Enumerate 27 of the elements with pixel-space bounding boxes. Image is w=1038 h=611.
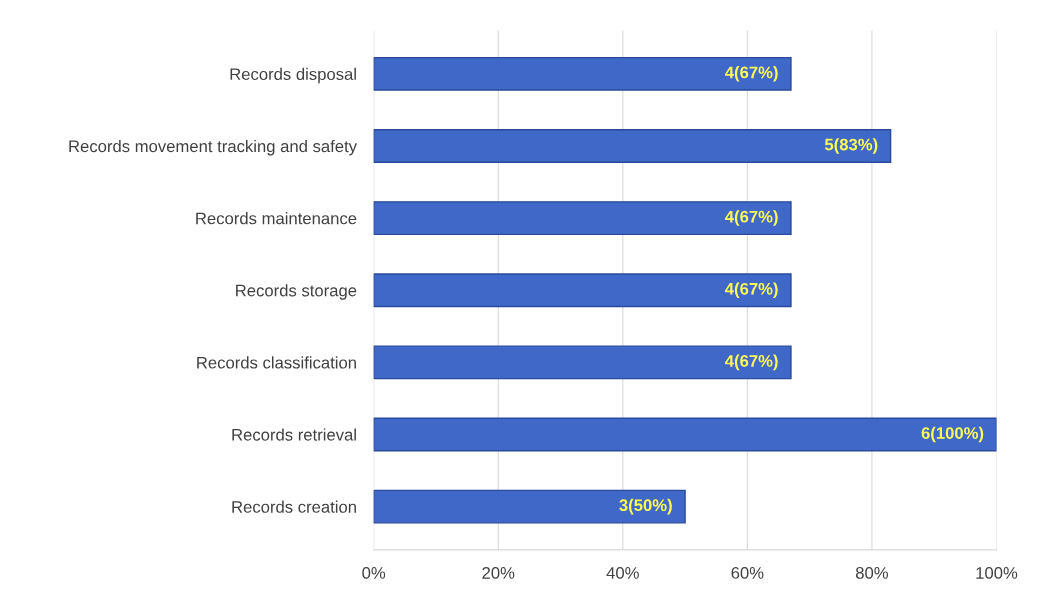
bar: [373, 417, 997, 452]
bar: [373, 489, 686, 524]
x-tick-label: 60%: [731, 567, 764, 579]
x-tick-label: 100%: [976, 567, 1018, 579]
data-label: 6(100%): [921, 426, 984, 443]
bar: [373, 273, 792, 308]
data-label: 4(67%): [725, 66, 778, 82]
x-tick-label: 40%: [606, 567, 639, 579]
y-tick-label: Records storage: [236, 284, 357, 300]
y-tick-label: Records movement tracking and safety: [69, 139, 357, 156]
x-tick-label: 0%: [362, 567, 386, 579]
y-tick-label: Records creation: [232, 500, 356, 513]
x-tick-label: 80%: [855, 567, 889, 579]
y-tick-label: Records retrieval: [232, 428, 356, 441]
data-label: 4(67%): [725, 210, 778, 226]
bar: [373, 56, 792, 91]
data-label: 4(67%): [725, 282, 778, 298]
data-label: 4(67%): [725, 354, 778, 371]
x-tick-label: 20%: [482, 567, 515, 579]
y-tick-label: Records disposal: [230, 67, 356, 84]
bar: [373, 129, 892, 163]
bar: [373, 345, 792, 380]
data-label: 5(83%): [824, 138, 878, 154]
data-label: 3(50%): [619, 498, 672, 515]
y-tick-label: Records classification: [197, 356, 356, 369]
y-tick-label: Records maintenance: [196, 212, 357, 225]
bar: [373, 201, 792, 236]
